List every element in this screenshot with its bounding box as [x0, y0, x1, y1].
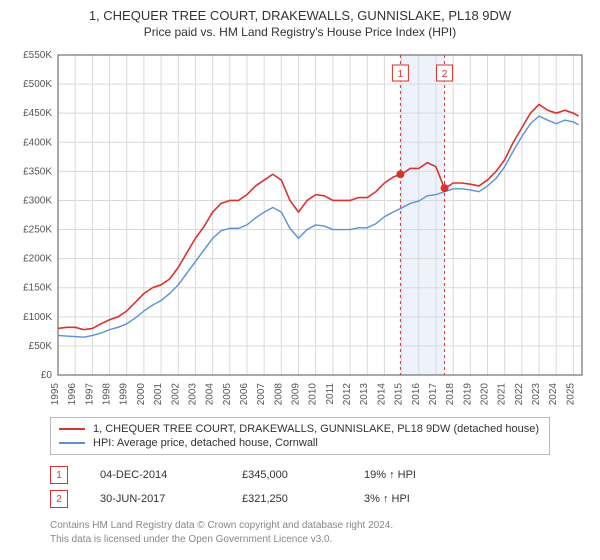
marker-date: 30-JUN-2017: [100, 493, 210, 505]
svg-text:2003: 2003: [187, 383, 198, 406]
svg-text:2009: 2009: [291, 383, 302, 406]
legend-swatch: [59, 428, 85, 430]
svg-text:2008: 2008: [273, 383, 284, 406]
marker-date: 04-DEC-2014: [100, 469, 210, 481]
line-chart: £0 £50K £100K £150K £200K £250K £300K £350K £400…: [10, 47, 590, 407]
svg-text:£0: £0: [41, 370, 53, 381]
svg-text:2006: 2006: [239, 383, 250, 406]
svg-text:£400K: £400K: [23, 137, 52, 148]
marker-price: £321,250: [242, 493, 332, 505]
svg-text:2011: 2011: [325, 383, 336, 405]
marker-note: 3% ↑ HPI: [364, 493, 410, 505]
svg-text:2019: 2019: [462, 383, 473, 406]
legend-item: 1, CHEQUER TREE COURT, DRAKEWALLS, GUNNI…: [59, 422, 541, 436]
svg-text:2017: 2017: [428, 383, 439, 406]
svg-text:2024: 2024: [548, 383, 559, 406]
legend-swatch: [59, 442, 85, 444]
svg-text:1: 1: [398, 69, 404, 80]
svg-text:2022: 2022: [514, 383, 525, 406]
svg-text:£300K: £300K: [23, 195, 52, 206]
svg-text:£50K: £50K: [29, 341, 53, 352]
marker-row: 1 04-DEC-2014 £345,000 19% ↑ HPI: [50, 463, 590, 487]
svg-text:£350K: £350K: [23, 166, 52, 177]
svg-text:£100K: £100K: [23, 312, 52, 323]
svg-text:1999: 1999: [119, 383, 130, 406]
page-subtitle: Price paid vs. HM Land Registry's House …: [10, 25, 590, 39]
footnote-line: Contains HM Land Registry data © Crown c…: [50, 519, 590, 533]
svg-text:2023: 2023: [531, 383, 542, 406]
marker-badge: 1: [50, 466, 68, 484]
svg-text:2001: 2001: [153, 383, 164, 406]
svg-text:2015: 2015: [394, 383, 405, 406]
marker-note: 19% ↑ HPI: [364, 469, 416, 481]
svg-text:2021: 2021: [497, 383, 508, 406]
marker-table: 1 04-DEC-2014 £345,000 19% ↑ HPI 2 30-JUN-201…: [50, 463, 590, 511]
footnote-line: This data is licensed under the Open Gov…: [50, 533, 590, 547]
svg-text:2002: 2002: [170, 383, 181, 406]
svg-text:£250K: £250K: [23, 225, 52, 236]
legend-item: HPI: Average price, detached house, Corn…: [59, 436, 541, 450]
chart-container: £0 £50K £100K £150K £200K £250K £300K £350K £400…: [10, 47, 590, 407]
svg-text:£200K: £200K: [23, 254, 52, 265]
svg-text:2004: 2004: [205, 383, 216, 406]
footnote: Contains HM Land Registry data © Crown c…: [50, 519, 590, 546]
svg-text:2005: 2005: [222, 383, 233, 406]
svg-text:2000: 2000: [136, 383, 147, 406]
svg-text:2012: 2012: [342, 383, 353, 406]
svg-text:2025: 2025: [565, 383, 576, 406]
svg-text:1997: 1997: [84, 383, 95, 406]
svg-text:2020: 2020: [480, 383, 491, 406]
legend-label: 1, CHEQUER TREE COURT, DRAKEWALLS, GUNNI…: [93, 423, 539, 435]
page-title: 1, CHEQUER TREE COURT, DRAKEWALLS, GUNNI…: [10, 8, 590, 23]
marker-badge: 2: [50, 490, 68, 508]
svg-text:£450K: £450K: [23, 108, 52, 119]
svg-text:£550K: £550K: [23, 50, 52, 61]
marker-row: 2 30-JUN-2017 £321,250 3% ↑ HPI: [50, 487, 590, 511]
svg-text:2010: 2010: [308, 383, 319, 406]
svg-text:1995: 1995: [50, 383, 61, 406]
svg-text:1998: 1998: [102, 383, 113, 406]
legend: 1, CHEQUER TREE COURT, DRAKEWALLS, GUNNI…: [50, 417, 550, 455]
legend-label: HPI: Average price, detached house, Corn…: [93, 437, 318, 449]
marker-price: £345,000: [242, 469, 332, 481]
svg-text:2018: 2018: [445, 383, 456, 406]
svg-text:1996: 1996: [67, 383, 78, 406]
svg-text:2016: 2016: [411, 383, 422, 406]
svg-text:2007: 2007: [256, 383, 267, 406]
svg-text:2014: 2014: [376, 383, 387, 406]
svg-text:2013: 2013: [359, 383, 370, 406]
svg-text:£150K: £150K: [23, 283, 52, 294]
svg-text:£500K: £500K: [23, 79, 52, 90]
svg-text:2: 2: [442, 69, 448, 80]
